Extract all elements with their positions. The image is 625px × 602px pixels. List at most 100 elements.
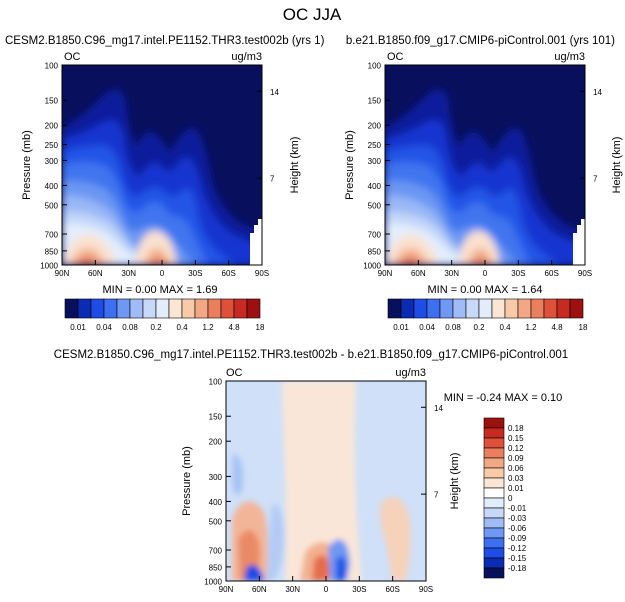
panel-c-colorbar-box	[483, 527, 505, 539]
panel-c-colorbar-label: 0.18	[508, 424, 524, 433]
panel-a-colorbar-box	[129, 298, 144, 319]
panel-b-field	[385, 65, 585, 265]
panel-b-xtick-label: 30N	[444, 269, 459, 278]
panel-b-ytick-label: 700	[368, 231, 382, 240]
panel-c-units: ug/m3	[395, 367, 426, 379]
panel-a-colorbar-box	[77, 298, 92, 319]
panel-c-colorbar-label: 0.09	[508, 454, 524, 463]
panel-b-ytick-label: 400	[368, 182, 382, 191]
panel-a-ytick-label: 1000	[40, 262, 58, 271]
panel-c-colorbar-label: -0.03	[508, 514, 527, 523]
panel-a-colorbar-label: 0.08	[122, 323, 138, 332]
panel-c-colorbar-box	[483, 517, 505, 529]
panel-a-xtick-label: 30S	[188, 269, 202, 278]
field-contours	[385, 89, 585, 265]
panel-a-y2tick-label: 14	[270, 88, 279, 97]
panel-a-colorbar-box	[168, 298, 183, 319]
panel-a-colorbar-box	[103, 298, 118, 319]
panel-c-colorbar-label: 0.06	[508, 464, 524, 473]
panel-a-units: ug/m3	[231, 51, 262, 63]
panel-c-colorbar-box	[483, 457, 505, 469]
panel-a-y2label: Height (km)	[289, 137, 301, 194]
panel-c-ytick-label: 200	[209, 438, 223, 447]
panel-b-colorbar-label: 0.4	[499, 323, 511, 332]
panel-c-colorbar-label: 0	[508, 494, 513, 503]
panel-c-colorbar-box	[483, 417, 505, 429]
panel-a: CESM2.B1850.C96_mg17.intel.PE1152.THR3.t…	[5, 35, 325, 296]
panel-a-colorbar: 0.01 0.04 0.08 0.2 0.4 1.2 4.8 18	[64, 298, 265, 332]
panel-a-title: CESM2.B1850.C96_mg17.intel.PE1152.THR3.t…	[5, 35, 325, 47]
panel-b-colorbar-box	[543, 298, 558, 319]
panel-b-colorbar-label: 0.01	[393, 323, 409, 332]
panel-b-ylabel: Pressure (mb)	[344, 130, 356, 200]
panel-c-colorbar-label: -0.12	[508, 544, 527, 553]
panel-c-colorbar-label: 0.15	[508, 434, 524, 443]
panel-a-colorbar-box	[207, 298, 222, 319]
panel-b-colorbar-box	[413, 298, 428, 319]
panel-a-colorbar-label: 1.2	[202, 323, 214, 332]
panel-b-ytick-label: 100	[368, 62, 382, 71]
panel-c-colorbar-box	[483, 437, 505, 449]
panel-a-colorbar-label: 0.2	[150, 323, 162, 332]
panel-b-colorbar-box	[387, 298, 402, 319]
missing-data-mask	[250, 219, 262, 265]
figure-title: OC JJA	[283, 5, 342, 24]
panel-c-ytick-label: 300	[209, 473, 223, 482]
panel-b-xtick-label: 30S	[511, 269, 525, 278]
panel-c-field	[226, 381, 426, 581]
panel-b-ytick-label: 250	[368, 141, 382, 150]
panel-c-colorbar-label: -0.09	[508, 534, 527, 543]
panel-c-ytick-label: 700	[209, 547, 223, 556]
panel-c-ylabel: Pressure (mb)	[181, 446, 193, 516]
panel-b-colorbar-label: 0.08	[445, 323, 461, 332]
panel-a-xtick-label: 60S	[222, 269, 236, 278]
panel-a-ytick-label: 150	[45, 97, 59, 106]
panel-c-xtick-label: 60N	[252, 585, 267, 594]
panel-c-colorbar-box	[483, 537, 505, 549]
panel-b-xtick-label: 90S	[578, 269, 592, 278]
panel-a-colorbar-box	[194, 298, 209, 319]
panel-b-ytick-label: 150	[368, 97, 382, 106]
panel-b-y2tick-label: 7	[593, 175, 598, 184]
panel-b-minmax: MIN = 0.00 MAX = 1.64	[428, 284, 543, 296]
panel-a-xtick-label: 60N	[88, 269, 103, 278]
panel-a-colorbar-box	[90, 298, 105, 319]
panel-b-colorbar-box	[439, 298, 454, 319]
field-contour	[82, 260, 90, 265]
panel-a-colorbar-box	[64, 298, 79, 319]
panel-c-colorbar-box	[483, 507, 505, 519]
panel-a-xtick-label: 30N	[121, 269, 136, 278]
panel-b-colorbar-box	[530, 298, 545, 319]
panel-c-colorbar-box	[483, 447, 505, 459]
panel-a-ytick-label: 400	[45, 182, 59, 191]
panel-b-ytick-label: 1000	[363, 262, 381, 271]
panel-b-colorbar-label: 0.04	[419, 323, 435, 332]
panel-c-xtick-label: 90S	[419, 585, 433, 594]
panel-c-xtick-label: 0	[324, 585, 329, 594]
panel-b-xtick-label: 60N	[411, 269, 426, 278]
panel-a-xtick-label: 90N	[55, 269, 70, 278]
panel-a-xtick-label: 90S	[255, 269, 269, 278]
panel-b-title: b.e21.B1850.f09_g17.CMIP6-piControl.001 …	[346, 35, 615, 47]
panel-a-var: OC	[64, 51, 81, 63]
panel-c-colorbar-box	[483, 547, 505, 559]
panel-b-y2label: Height (km)	[611, 137, 623, 194]
panel-b-ytick-label: 200	[368, 122, 382, 131]
panel-c-y2tick-label: 14	[434, 404, 443, 413]
panel-c-colorbar-label: 0.01	[508, 484, 524, 493]
panel-c-var: OC	[226, 367, 243, 379]
panel-c-minmax: MIN = -0.24 MAX = 0.10	[444, 392, 563, 404]
panel-c-colorbar-box	[483, 427, 505, 439]
panel-b-var: OC	[387, 51, 404, 63]
panel-b-units: ug/m3	[554, 51, 585, 63]
panel-a-ytick-label: 700	[45, 231, 59, 240]
panel-a-colorbar-label: 4.8	[228, 323, 240, 332]
panel-c-ytick-label: 400	[209, 498, 223, 507]
panel-a-ylabel: Pressure (mb)	[21, 130, 33, 200]
field-contour	[405, 260, 413, 265]
panel-a-ytick-label: 850	[45, 247, 59, 256]
panel-c-colorbar-box	[483, 497, 505, 509]
panel-b-colorbar-box	[517, 298, 532, 319]
